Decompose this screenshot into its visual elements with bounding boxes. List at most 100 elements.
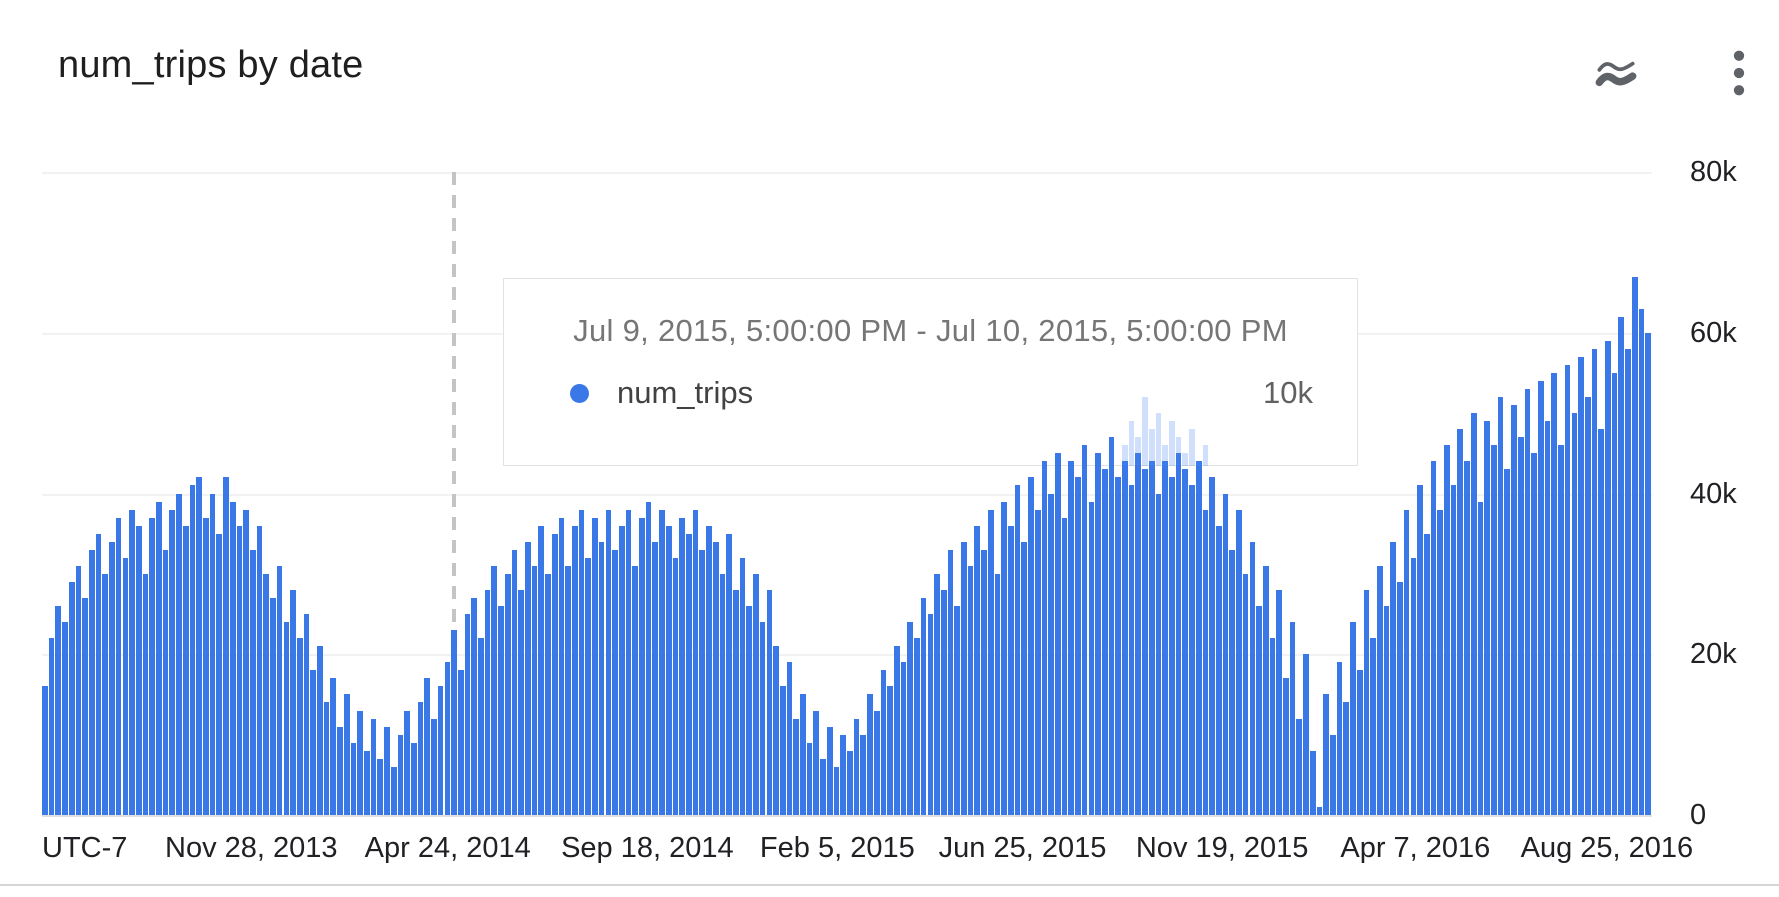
bar[interactable]: [129, 509, 135, 815]
bar[interactable]: [1088, 501, 1095, 815]
bar[interactable]: [987, 509, 994, 815]
bar[interactable]: [1001, 501, 1007, 815]
bar[interactable]: [1417, 485, 1423, 815]
bar[interactable]: [726, 533, 732, 815]
bar[interactable]: [1303, 654, 1309, 815]
bar[interactable]: [994, 573, 1001, 815]
bar[interactable]: [618, 525, 625, 815]
bar[interactable]: [1551, 372, 1558, 815]
bar[interactable]: [1618, 316, 1625, 815]
bar[interactable]: [1316, 806, 1323, 815]
highlighted-bar[interactable]: [1142, 397, 1148, 466]
bar[interactable]: [1531, 453, 1537, 815]
bar[interactable]: [1470, 413, 1477, 815]
bar[interactable]: [410, 742, 417, 815]
bar[interactable]: [786, 662, 793, 815]
bar[interactable]: [357, 710, 363, 815]
bar[interactable]: [424, 678, 431, 815]
area-chart-icon[interactable]: [1588, 48, 1644, 98]
bar[interactable]: [1491, 445, 1497, 815]
highlighted-bar[interactable]: [1202, 445, 1209, 466]
bar[interactable]: [498, 606, 504, 815]
bar[interactable]: [1269, 638, 1276, 815]
bar[interactable]: [484, 589, 491, 815]
bar[interactable]: [68, 581, 75, 815]
bar[interactable]: [1517, 437, 1524, 815]
bar[interactable]: [1236, 509, 1242, 815]
bar[interactable]: [370, 718, 377, 815]
bar[interactable]: [290, 589, 296, 815]
bar[interactable]: [961, 541, 967, 815]
bar[interactable]: [981, 549, 987, 815]
bar[interactable]: [873, 710, 880, 815]
bar[interactable]: [880, 670, 887, 815]
bar[interactable]: [1142, 469, 1148, 815]
bar[interactable]: [1189, 485, 1195, 815]
bar[interactable]: [739, 557, 746, 815]
bar[interactable]: [236, 525, 243, 815]
bar[interactable]: [451, 630, 457, 815]
highlighted-bar[interactable]: [1189, 429, 1195, 466]
bar[interactable]: [585, 557, 592, 815]
bar[interactable]: [491, 565, 498, 815]
bar[interactable]: [1155, 493, 1162, 815]
bar[interactable]: [1403, 509, 1410, 815]
bar[interactable]: [1376, 565, 1383, 815]
bar[interactable]: [176, 493, 182, 815]
bar[interactable]: [283, 622, 290, 815]
bar[interactable]: [551, 533, 558, 815]
highlighted-bar[interactable]: [1162, 445, 1168, 466]
bar[interactable]: [62, 622, 68, 815]
highlighted-bar[interactable]: [1128, 421, 1135, 466]
bar[interactable]: [1296, 718, 1303, 815]
bar[interactable]: [317, 646, 323, 815]
bar[interactable]: [1504, 469, 1511, 815]
highlighted-bar[interactable]: [1122, 445, 1128, 466]
bar[interactable]: [88, 549, 95, 815]
bar[interactable]: [1323, 694, 1329, 815]
bar[interactable]: [1511, 405, 1517, 815]
bar[interactable]: [927, 614, 934, 815]
bar[interactable]: [156, 501, 162, 815]
bar[interactable]: [417, 702, 424, 815]
bar[interactable]: [196, 477, 202, 815]
bar[interactable]: [679, 517, 685, 815]
bar[interactable]: [531, 565, 538, 815]
bar[interactable]: [310, 670, 317, 815]
bar[interactable]: [806, 742, 813, 815]
bar[interactable]: [1101, 469, 1108, 815]
bar[interactable]: [1537, 380, 1544, 815]
bar[interactable]: [189, 485, 196, 815]
bar[interactable]: [444, 662, 451, 815]
bar[interactable]: [1544, 421, 1551, 815]
bar[interactable]: [464, 614, 471, 815]
bar[interactable]: [296, 638, 303, 815]
bar[interactable]: [940, 589, 947, 815]
bar[interactable]: [1410, 557, 1417, 815]
bar[interactable]: [323, 702, 330, 815]
kebab-menu-icon[interactable]: [1716, 44, 1762, 102]
bar[interactable]: [967, 565, 974, 815]
bar[interactable]: [545, 573, 551, 815]
bar[interactable]: [55, 606, 62, 815]
bar[interactable]: [1209, 477, 1215, 815]
bar[interactable]: [1068, 461, 1075, 815]
bar[interactable]: [1370, 638, 1376, 815]
highlighted-bar[interactable]: [1148, 429, 1155, 466]
bar[interactable]: [840, 734, 846, 815]
bar[interactable]: [625, 509, 632, 815]
bar[interactable]: [42, 686, 48, 815]
bar[interactable]: [223, 477, 229, 815]
bar[interactable]: [256, 525, 263, 815]
bar[interactable]: [1423, 533, 1430, 815]
bar[interactable]: [612, 549, 618, 815]
bar[interactable]: [1457, 429, 1464, 815]
bar[interactable]: [48, 638, 55, 815]
bar[interactable]: [907, 622, 914, 815]
bar[interactable]: [1215, 525, 1222, 815]
bar[interactable]: [1464, 461, 1470, 815]
bar[interactable]: [1148, 461, 1155, 815]
bar[interactable]: [518, 589, 524, 815]
bar[interactable]: [1229, 549, 1236, 815]
bar[interactable]: [605, 509, 612, 815]
